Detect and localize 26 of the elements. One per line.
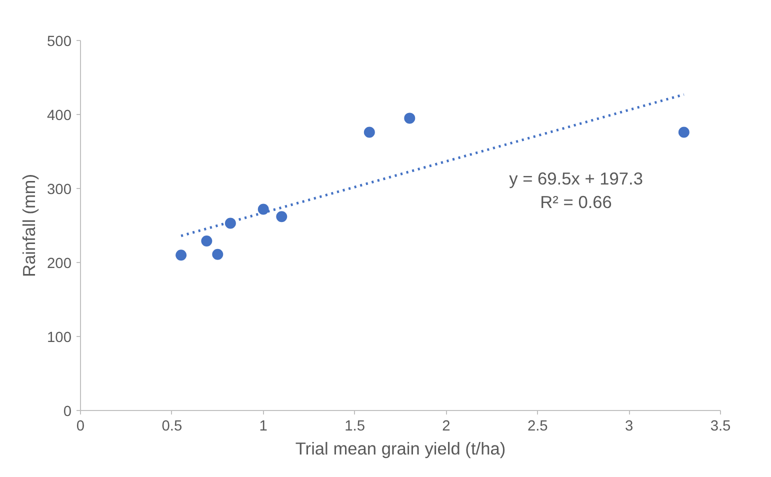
point [276, 211, 288, 222]
point [258, 204, 269, 215]
x-tick-label: 3.5 [710, 418, 731, 434]
point [364, 126, 375, 138]
point [678, 126, 690, 138]
y-tick-label: 0 [63, 404, 72, 420]
y-tick-label: 300 [47, 182, 72, 198]
x-tick-label: 2.5 [527, 418, 548, 434]
x-tick-label: 3 [624, 418, 634, 434]
x-axis-title: Trial mean grain yield (t/ha) [295, 438, 506, 458]
y-tick-label: 100 [47, 330, 72, 346]
x-tick-label: 0 [76, 418, 85, 434]
point [176, 250, 187, 261]
annotation: R² = 0.66 [540, 192, 612, 212]
point [212, 248, 224, 260]
x-tick-label: 2 [442, 418, 450, 434]
y-tick-label: 500 [47, 34, 72, 50]
y-tick-label: 200 [47, 256, 72, 272]
x-tick-label: 0.5 [162, 418, 182, 434]
point [201, 236, 212, 247]
annotation: y = 69.5x + 197.3 [509, 168, 644, 188]
x-tick-label: 1 [259, 418, 268, 434]
y-tick-label: 400 [47, 108, 72, 124]
point [404, 112, 416, 124]
y-axis-title: Rainfall (mm) [19, 174, 40, 278]
x-tick-label: 1.5 [344, 418, 365, 434]
